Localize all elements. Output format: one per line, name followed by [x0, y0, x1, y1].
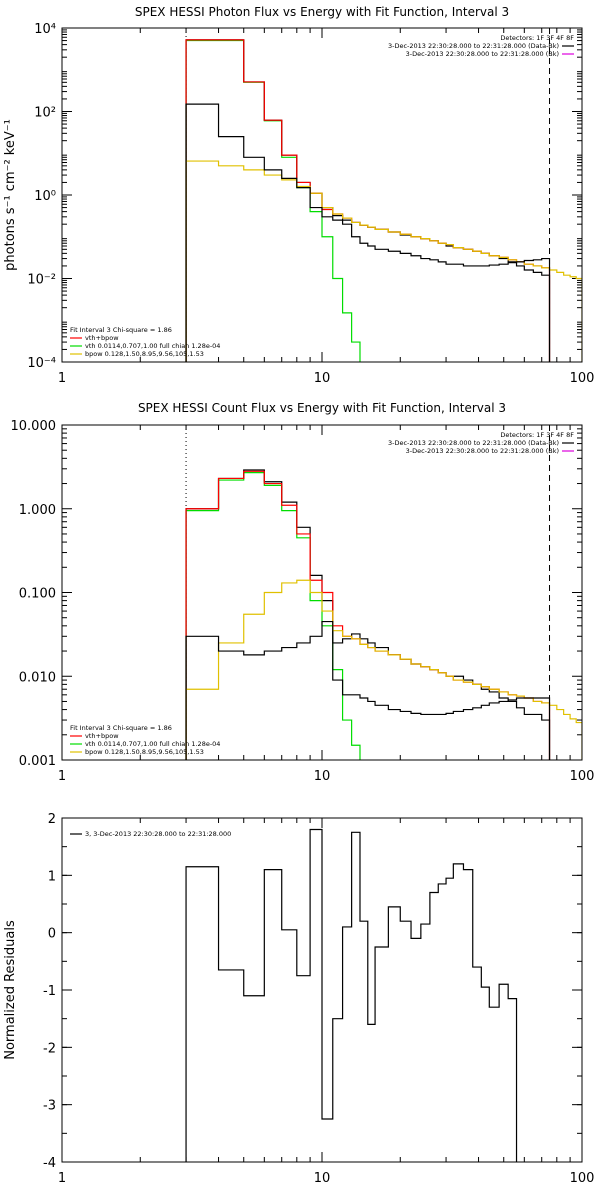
count_flux-panel: SPEX HESSI Count Flux vs Energy with Fit…	[11, 401, 595, 784]
legend-entry: bpow 0.128,1.50,8.95,9.56,105,1.53	[85, 350, 204, 358]
legend-entry: 3-Dec-2013 22:30:28.000 to 22:31:28.000 …	[406, 50, 559, 58]
y-tick-label: -1	[43, 984, 56, 999]
photon_flux-plot-frame	[61, 27, 583, 363]
y-tick-label: 2	[48, 812, 56, 827]
legend-entry: 3, 3-Dec-2013 22:30:28.000 to 22:31:28.0…	[85, 830, 231, 838]
legend-entry: vth 0.0114,0.707,1.00 full chian 1.28e-0…	[85, 740, 220, 748]
photon_flux-legend-header: Detectors: 1F 3F 4F 8F	[500, 34, 574, 42]
y-tick-label: -4	[43, 1156, 56, 1171]
count_flux-bpow-line	[185, 579, 582, 760]
residuals-y-axis-label: Normalized Residuals	[3, 920, 18, 1060]
y-tick-label: 0.001	[19, 754, 56, 769]
count_flux-legend-header: Detectors: 1F 3F 4F 8F	[500, 431, 574, 439]
photon_flux-legend_top_right: Detectors: 1F 3F 4F 8F3-Dec-2013 22:30:2…	[388, 34, 574, 58]
residuals-series-0-line	[185, 828, 518, 1162]
x-tick-label: 10	[314, 769, 331, 784]
y-tick-label: 0.010	[19, 670, 56, 685]
y-tick-label: 0.100	[19, 587, 56, 602]
photon_flux-series-4-line	[185, 103, 551, 362]
y-tick-label: -2	[43, 1041, 56, 1056]
x-tick-label: 1	[58, 371, 66, 386]
residuals-legend_top_left: 3, 3-Dec-2013 22:30:28.000 to 22:31:28.0…	[70, 830, 231, 838]
legend-entry: 3-Dec-2013 22:30:28.000 to 22:31:28.000 …	[388, 42, 559, 50]
y-tick-label: 0	[48, 927, 56, 942]
legend-entry: 3-Dec-2013 22:30:28.000 to 22:31:28.000 …	[406, 447, 559, 455]
legend-entry: 3-Dec-2013 22:30:28.000 to 22:31:28.000 …	[388, 439, 559, 447]
count_flux-legend_top_right: Detectors: 1F 3F 4F 8F3-Dec-2013 22:30:2…	[388, 431, 574, 455]
y-tick-label: 10.000	[11, 419, 57, 434]
count_flux-vth-line	[185, 472, 551, 760]
y-tick-label: 10⁴	[34, 22, 56, 37]
count_flux-legend-header: Fit Interval 3 Chi-square = 1.86	[70, 724, 172, 732]
x-tick-label: 100	[570, 371, 595, 386]
x-tick-label: 10	[314, 371, 331, 386]
count_flux-title: SPEX HESSI Count Flux vs Energy with Fit…	[138, 401, 506, 415]
photon_flux-y-axis-label: photons s⁻¹ cm⁻² keV⁻¹	[3, 119, 18, 271]
legend-entry: bpow 0.128,1.50,8.95,9.56,105,1.53	[85, 748, 204, 756]
photon_flux-legend_bottom_left: Fit Interval 3 Chi-square = 1.86vth+bpow…	[70, 326, 220, 358]
y-tick-label: 10⁰	[34, 189, 56, 204]
y-tick-label: -3	[43, 1099, 56, 1114]
x-tick-label: 1	[58, 769, 66, 784]
residuals-plot-frame	[61, 817, 583, 1163]
photon_flux-legend-header: Fit Interval 3 Chi-square = 1.86	[70, 326, 172, 334]
count_flux-series-4-line	[185, 620, 551, 760]
y-tick-label: 1.000	[19, 503, 56, 518]
count_flux-plot-frame	[61, 424, 583, 761]
photon_flux-panel: SPEX HESSI Photon Flux vs Energy with Fi…	[3, 5, 594, 386]
y-tick-label: 10⁻²	[27, 273, 56, 288]
x-tick-label: 1	[58, 1171, 66, 1186]
residuals-panel: Normalized Residuals 1 10 100 -4 -3 -2 -1 0 1 2 3, …	[3, 812, 594, 1186]
count_flux-legend_bottom_left: Fit Interval 3 Chi-square = 1.86vth+bpow…	[70, 724, 220, 756]
legend-entry: vth 0.0114,0.707,1.00 full chian 1.28e-0…	[85, 342, 220, 350]
y-tick-label: 10²	[34, 106, 56, 121]
x-tick-label: 10	[314, 1171, 331, 1186]
y-tick-label: 1	[48, 869, 56, 884]
x-tick-label: 100	[570, 1171, 595, 1186]
legend-entry: vth+bpow	[85, 334, 119, 342]
x-tick-label: 100	[570, 769, 595, 784]
photon_flux-title: SPEX HESSI Photon Flux vs Energy with Fi…	[135, 5, 509, 19]
legend-entry: vth+bpow	[85, 732, 119, 740]
y-tick-label: 10⁻⁴	[27, 356, 56, 371]
